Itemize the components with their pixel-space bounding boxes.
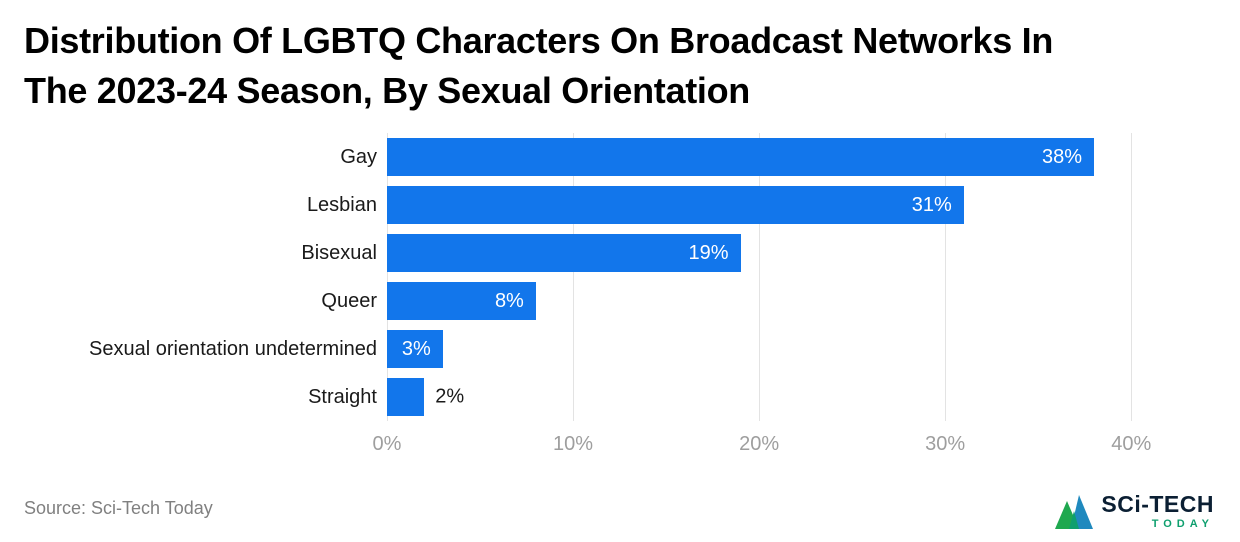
chart-row: Bisexual 19% bbox=[0, 229, 1215, 277]
chart-rows: Gay 38% Lesbian 31% Bisexual 19% Queer 8% Sexual… bbox=[0, 133, 1240, 421]
bar-track: 19% bbox=[387, 229, 1215, 277]
value-label: 19% bbox=[688, 241, 729, 264]
gridline bbox=[945, 133, 947, 421]
category-label: Lesbian bbox=[306, 193, 377, 216]
bar: 19% bbox=[387, 234, 741, 272]
bar-track: 38% bbox=[387, 133, 1215, 181]
bar-track: 2% bbox=[387, 373, 1215, 421]
logo-text-bottom: TODAY bbox=[1151, 518, 1214, 531]
gridline bbox=[387, 133, 388, 421]
value-label: 31% bbox=[911, 193, 952, 216]
category-label: Straight bbox=[308, 385, 377, 408]
x-axis: 0% 10% 20% 30% 40% bbox=[373, 425, 1215, 459]
gridline bbox=[573, 133, 575, 421]
chart-row: Sexual orientation undetermined 3% bbox=[0, 325, 1215, 373]
x-tick-label: 30% bbox=[925, 433, 966, 455]
page-title: Distribution Of LGBTQ Characters On Broa… bbox=[24, 16, 1219, 115]
logo-icon bbox=[1055, 495, 1094, 530]
logo: SCi-TECH TODAY bbox=[1054, 492, 1214, 530]
bar-track: 8% bbox=[387, 277, 1215, 325]
source-text: Source: Sci-Tech Today bbox=[24, 498, 213, 518]
bar-chart: Gay 38% Lesbian 31% Bisexual 19% Queer 8% Sexual… bbox=[0, 133, 1240, 463]
chart-row: Gay 38% bbox=[0, 133, 1215, 181]
category-label: Sexual orientation undetermined bbox=[89, 337, 377, 360]
gridline bbox=[759, 133, 761, 421]
x-tick-label: 40% bbox=[1111, 433, 1152, 455]
chart-title-line-2: The 2023-24 Season, By Sexual Orientatio… bbox=[24, 69, 750, 111]
value-label: 38% bbox=[1042, 145, 1083, 168]
chart-title-line-1: Distribution Of LGBTQ Characters On Broa… bbox=[24, 20, 1054, 61]
logo-text: SCi-TECH TODAY bbox=[1101, 492, 1214, 530]
bar bbox=[387, 378, 425, 416]
value-label: 8% bbox=[494, 289, 524, 312]
category-label: Bisexual bbox=[301, 241, 377, 264]
bar: 3% bbox=[387, 330, 443, 368]
bar-track: 31% bbox=[387, 181, 1215, 229]
chart-row: Lesbian 31% bbox=[0, 181, 1215, 229]
bar: 38% bbox=[387, 138, 1095, 176]
value-label: 2% bbox=[435, 385, 465, 408]
category-label: Gay bbox=[340, 145, 377, 168]
bar: 31% bbox=[387, 186, 964, 224]
x-tick-label: 10% bbox=[553, 433, 594, 455]
logo-text-top: SCi-TECH bbox=[1101, 491, 1214, 517]
chart-row: Queer 8% bbox=[0, 277, 1215, 325]
gridlines bbox=[387, 133, 1215, 421]
x-tick-label: 20% bbox=[739, 433, 780, 455]
category-label: Queer bbox=[321, 289, 377, 312]
value-label: 3% bbox=[401, 337, 431, 360]
x-tick-label: 0% bbox=[372, 433, 402, 455]
chart-row: Straight 2% bbox=[0, 373, 1215, 421]
gridline bbox=[1131, 133, 1133, 421]
bar: 8% bbox=[387, 282, 536, 320]
bar-track: 3% bbox=[387, 325, 1215, 373]
